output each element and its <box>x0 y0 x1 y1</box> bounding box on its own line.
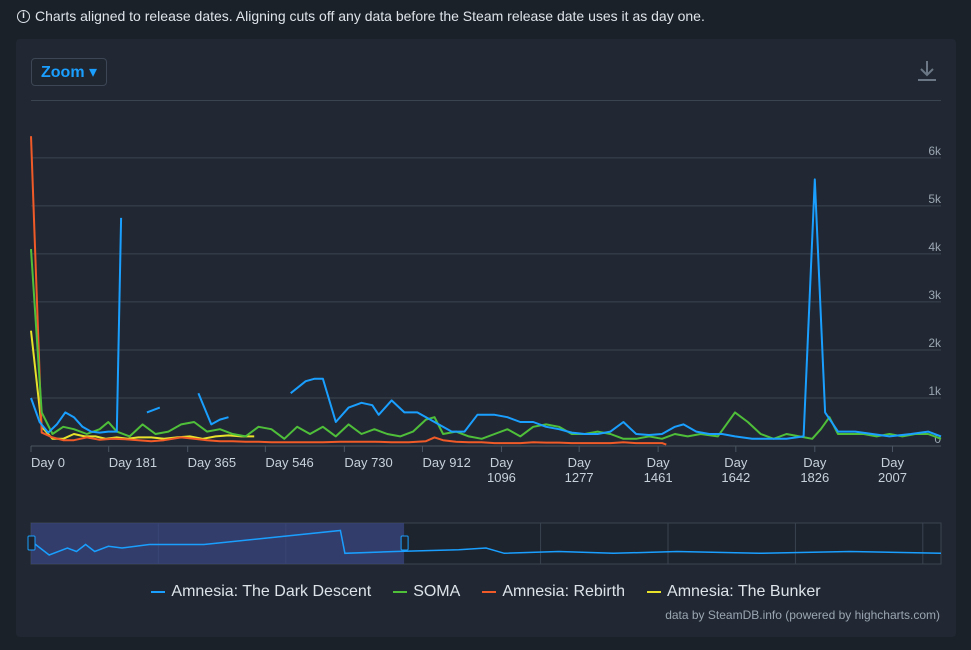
y-tick-label: 0 <box>934 432 941 446</box>
legend-item-soma[interactable]: SOMA <box>393 583 460 601</box>
legend-swatch-rebirth <box>482 591 497 593</box>
download-icon[interactable] <box>916 59 938 83</box>
notice-text: Charts aligned to release dates. Alignin… <box>35 8 705 24</box>
release-date-notice: i Charts aligned to release dates. Align… <box>17 8 705 24</box>
x-tick-label: Day 1826 <box>800 455 829 485</box>
chart-panel: Zoom ▾ 0 1k 2k 3k 4k 5k 6k Day 0 Day 181 Day 365 D… <box>16 39 956 637</box>
legend-swatch-bunker <box>647 591 662 593</box>
legend-label-rebirth: Amnesia: Rebirth <box>502 583 626 600</box>
x-tick-label: Day 1096 <box>487 455 516 485</box>
series-line-dark-descent <box>30 178 942 440</box>
series-line-soma <box>30 249 942 440</box>
zoom-button[interactable]: Zoom ▾ <box>31 58 108 86</box>
info-icon: i <box>17 9 30 23</box>
y-tick-label: 1k <box>928 384 942 398</box>
navigator-series-line <box>30 529 942 556</box>
line-chart: 0 1k 2k 3k 4k 5k 6k Day 0 Day 181 Day 365 Day 546 D… <box>27 136 942 565</box>
navigator-handle[interactable] <box>27 535 36 551</box>
legend-item-rebirth[interactable]: Amnesia: Rebirth <box>482 583 625 601</box>
y-tick-label: 3k <box>928 288 942 302</box>
series-line-rebirth <box>30 136 667 446</box>
series-line-bunker <box>30 330 255 440</box>
x-tick-label: Day 365 <box>188 455 236 470</box>
toolbar-separator <box>31 100 941 101</box>
x-tick-label: Day 1461 <box>644 455 673 485</box>
legend-swatch-dark-descent <box>151 591 166 593</box>
x-tick-label: Day 2007 <box>878 455 907 485</box>
x-tick-label: Day 0 <box>31 455 65 470</box>
x-tick-label: Day 1277 <box>565 455 594 485</box>
x-tick-label: Day 730 <box>344 455 392 470</box>
legend-label-soma: SOMA <box>413 583 461 600</box>
legend-swatch-soma <box>393 591 408 593</box>
y-tick-label: 2k <box>928 336 942 350</box>
legend-label-bunker: Amnesia: The Bunker <box>667 583 821 600</box>
legend-label-dark-descent: Amnesia: The Dark Descent <box>171 583 372 600</box>
chart-legend: Amnesia: The Dark Descent SOMA Amnesia: … <box>16 583 956 601</box>
x-tick-label: Day 181 <box>109 455 157 470</box>
y-tick-label: 6k <box>928 144 942 158</box>
x-tick-label: Day 1642 <box>721 455 750 485</box>
chart-credits[interactable]: data by SteamDB.info (powered by highcha… <box>665 608 940 622</box>
legend-item-dark-descent[interactable]: Amnesia: The Dark Descent <box>151 583 371 601</box>
legend-item-bunker[interactable]: Amnesia: The Bunker <box>647 583 821 601</box>
x-tick-label: Day 912 <box>422 455 470 470</box>
navigator-handle[interactable] <box>400 535 409 551</box>
y-tick-label: 5k <box>928 192 942 206</box>
x-tick-label: Day 546 <box>265 455 313 470</box>
y-tick-label: 4k <box>928 240 942 254</box>
zoom-label: Zoom ▾ <box>41 64 98 81</box>
